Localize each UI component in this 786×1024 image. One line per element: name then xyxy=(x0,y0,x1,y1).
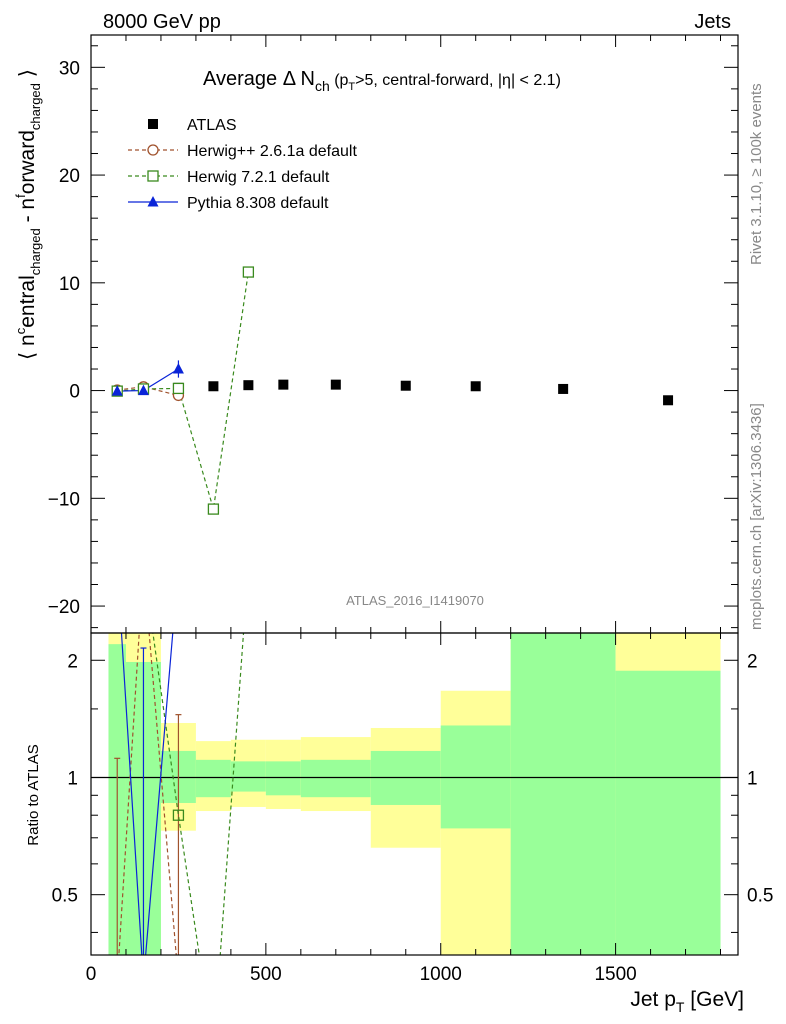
band-inner-6 xyxy=(300,759,371,798)
axis-ticks: 0 500 1000 1500 −20 −10 0 10 20 30 0.5 0.5 1 1 2 2 xyxy=(48,35,773,985)
point-atlas-8 xyxy=(470,381,481,392)
point-atlas-3 xyxy=(208,381,219,392)
legend-marker-pythia-8-308-default xyxy=(147,196,159,207)
ratio-ytick-label-right-2: 2 xyxy=(747,651,758,672)
main-ytick-label--20: −20 xyxy=(48,597,80,618)
main-ytick-label-20: 20 xyxy=(59,166,80,187)
title-paren: (p xyxy=(330,72,349,89)
ratio-line-herwig-2-6-1a-default xyxy=(118,633,177,955)
main-ytick-label--10: −10 xyxy=(48,489,80,510)
ratio-ytick-label-left-1: 1 xyxy=(67,768,78,789)
analysis-watermark: ATLAS_2016_I1419070 xyxy=(346,593,484,608)
point-herwig-7-2-1-default-2 xyxy=(172,382,185,395)
ratio-ylabel: Ratio to ATLAS xyxy=(25,744,42,845)
legend-label-herwig-2-6-1a-default: Herwig++ 2.6.1a default xyxy=(187,143,357,160)
title-sub-t: T xyxy=(348,81,355,93)
band-inner-4 xyxy=(230,761,266,792)
point-pythia-8-308-default-0 xyxy=(111,385,123,396)
ratio-series-lines xyxy=(114,633,245,955)
xtick-label-500: 500 xyxy=(250,964,282,985)
legend-marker-herwig-7-2-1-default xyxy=(147,170,159,182)
point-atlas-7 xyxy=(400,380,411,391)
ratio-bands xyxy=(91,633,738,955)
point-atlas-6 xyxy=(330,379,341,390)
rivet-label: Rivet 3.1.10, ≥ 100k events xyxy=(748,83,765,265)
point-atlas-10 xyxy=(663,395,674,406)
main-ylabel: ⟨ ncentralcharged - nforwardcharged ⟩ xyxy=(13,69,43,360)
point-pythia-8-308-default-1 xyxy=(137,384,149,396)
main-series-points xyxy=(111,266,674,515)
ratio-ytick-label-right-0.5: 0.5 xyxy=(747,886,773,907)
legend: ATLAS Herwig++ 2.6.1a default Herwig 7.2.1… xyxy=(128,117,357,212)
band-inner-3 xyxy=(195,759,231,798)
line-herwig-7-2-1-default xyxy=(117,271,249,510)
ratio-ytick-label-left-0.5: 0.5 xyxy=(52,886,78,907)
point-herwig-7-2-1-default-4 xyxy=(242,266,255,278)
ratio-ytick-label-right-1: 1 xyxy=(747,768,758,789)
ratio-marker-herwig-7-2-1-default-0 xyxy=(172,809,185,821)
main-ytick-label-10: 10 xyxy=(59,274,80,295)
ratio-ytick-label-left-2: 2 xyxy=(67,651,78,672)
mcplots-label: mcplots.cern.ch [arXiv:1306.3436] xyxy=(748,403,765,630)
line-herwig-2-6-1a-default xyxy=(117,386,179,396)
main-ytick-label-0: 0 xyxy=(69,382,80,403)
legend-label-herwig-7-2-1-default: Herwig 7.2.1 default xyxy=(187,169,330,186)
ratio-line-pythia-8-308-default xyxy=(120,633,174,955)
xtick-label-1500: 1500 xyxy=(594,964,636,985)
legend-marker-herwig-2-6-1a-default xyxy=(147,144,159,156)
band-inner-5 xyxy=(265,761,301,796)
point-atlas-4 xyxy=(243,380,254,391)
band-inner-9 xyxy=(510,633,616,955)
main-ytick-label-30: 30 xyxy=(59,58,80,79)
xtick-label-0: 0 xyxy=(86,964,97,985)
point-atlas-5 xyxy=(278,379,289,390)
point-atlas-9 xyxy=(558,383,569,394)
energy-label: 8000 GeV pp xyxy=(103,11,221,33)
category-label: Jets xyxy=(694,11,731,33)
x-axis-label: Jet pT [GeV] xyxy=(630,988,744,1015)
band-inner-10 xyxy=(615,670,721,955)
ratio-plot-frame xyxy=(90,632,739,956)
point-herwig-7-2-1-default-3 xyxy=(207,503,220,515)
legend-label-pythia-8-308-default: Pythia 8.308 default xyxy=(187,195,329,212)
xtick-label-1000: 1000 xyxy=(420,964,462,985)
title-prefix: Average Δ N xyxy=(203,68,315,90)
point-pythia-8-308-default-2 xyxy=(172,363,184,374)
title-rest: >5, central-forward, |η| < 2.1) xyxy=(355,72,561,89)
legend-marker-atlas xyxy=(148,119,158,129)
legend-label-atlas: ATLAS xyxy=(187,117,237,134)
title-sub-ch: ch xyxy=(315,78,330,94)
main-title: Average Δ Nch (pT>5, central-forward, |η… xyxy=(203,68,561,94)
